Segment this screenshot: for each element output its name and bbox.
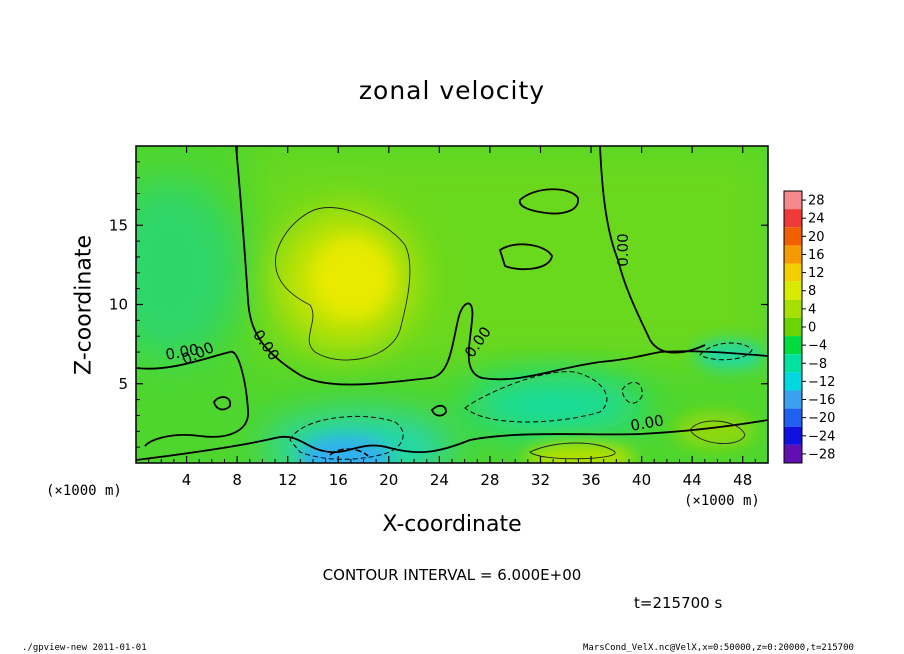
field-max-core	[312, 238, 392, 318]
colorbar-swatch	[784, 281, 802, 300]
field-left-region	[136, 180, 240, 360]
x-tick-label: 44	[683, 471, 702, 489]
colorbar-label: 24	[808, 212, 825, 227]
colorbar-swatch	[784, 444, 802, 463]
colorbar: 28 24 20 16 12 8 4 0 −4 −8 −12 −16 −20 −24 −28	[783, 190, 835, 464]
colorbar-swatch	[784, 191, 802, 210]
contour-interval: CONTOUR INTERVAL = 6.000E+00	[322, 566, 582, 584]
zero-contour-island-1	[518, 188, 579, 215]
footer-right: MarsCond_VelX.nc@VelX,x=0:50000,z=0:2000…	[583, 643, 854, 653]
contour-minus-6-small	[621, 381, 643, 404]
colorbar-label: 4	[808, 302, 816, 317]
zero-contours	[136, 146, 768, 461]
colorbar-label: −12	[808, 375, 835, 390]
colorbar-swatch	[784, 372, 802, 391]
x-tick-label: 40	[632, 471, 651, 489]
colorbar-swatch	[784, 245, 802, 264]
colorbar-label: 16	[808, 248, 825, 263]
colorbar-swatch	[784, 408, 802, 427]
chart-title: zonal velocity	[358, 76, 546, 105]
contour-label: 0.00	[614, 233, 632, 266]
contour-minus-6-mid	[464, 371, 608, 423]
colorbar-label: −24	[808, 429, 835, 444]
field-bottom-max	[525, 442, 635, 463]
y-tick-label: 15	[109, 216, 128, 234]
colorbar-label: 20	[808, 230, 825, 245]
x-scale-label-left: (×1000 m)	[46, 483, 122, 499]
colorbar-label: 0	[808, 321, 816, 336]
field-right-min	[695, 340, 765, 370]
footer-left: ./gpview-new 2011-01-01	[22, 643, 147, 653]
field-shading	[136, 146, 768, 463]
zero-contour-main	[235, 146, 768, 386]
colorbar-swatch	[784, 299, 802, 318]
contour-plus-6-max	[275, 207, 411, 361]
contour-label: 0.00	[629, 411, 665, 435]
colorbar-swatch	[784, 336, 802, 355]
colorbar-swatch	[784, 209, 802, 228]
x-scale-label-right: (×1000 m)	[684, 493, 760, 509]
x-axis-ticks: 4 8 12 16 20 24 28 32 36 40 44 48	[148, 146, 756, 489]
x-tick-label: 8	[232, 471, 242, 489]
zero-contour-island-4	[213, 396, 232, 411]
colorbar-swatch	[784, 317, 802, 337]
colorbar-label: −28	[808, 447, 835, 462]
zero-contour-island-3	[430, 404, 447, 417]
colorbar-label: −4	[808, 339, 827, 354]
y-tick-label: 10	[109, 296, 128, 314]
x-tick-label: 32	[531, 471, 550, 489]
zero-contour-lower	[136, 419, 768, 461]
y-axis-ticks: 5 10 15	[109, 161, 768, 448]
colorbar-label: −8	[808, 357, 827, 372]
x-tick-label: 4	[182, 471, 192, 489]
colorbar-swatch	[784, 354, 802, 373]
contour-minus-12	[329, 448, 369, 457]
x-tick-label: 24	[430, 471, 449, 489]
y-axis-label: Z-coordinate	[71, 235, 97, 375]
x-tick-label: 28	[480, 471, 499, 489]
colorbar-label: −20	[808, 411, 835, 426]
x-tick-label: 36	[581, 471, 600, 489]
field-right-max	[675, 412, 755, 448]
colorbar-swatch	[784, 263, 802, 282]
contour-minus-6-low	[289, 415, 404, 460]
x-tick-label: 20	[379, 471, 398, 489]
contour-plus-6-right	[689, 420, 746, 444]
x-axis-label: X-coordinate	[382, 512, 522, 537]
contour-minus-6-right	[699, 342, 753, 361]
zero-contour-island-2	[498, 243, 553, 271]
colorbar-swatch	[784, 227, 802, 246]
contour-plus-6-bottom	[529, 442, 616, 460]
colorbar-label: 28	[808, 194, 825, 209]
colorbar-label: 8	[808, 284, 816, 299]
colorbar-swatch	[784, 390, 802, 409]
colorbar-label: −16	[808, 393, 835, 408]
zero-contour-left	[136, 351, 249, 447]
zero-contour-upper-right	[599, 146, 706, 354]
x-tick-label: 48	[733, 471, 752, 489]
x-tick-label: 12	[278, 471, 297, 489]
x-tick-label: 16	[329, 471, 348, 489]
field-mid-min-region	[465, 377, 645, 433]
contour-label: 0.00	[164, 340, 200, 364]
colorbar-label: 12	[808, 266, 825, 281]
y-tick-label: 5	[118, 375, 128, 393]
time-label: t=215700 s	[634, 594, 723, 612]
colorbar-swatch	[784, 426, 802, 445]
positive-contours	[275, 207, 746, 460]
negative-contours	[289, 342, 753, 460]
